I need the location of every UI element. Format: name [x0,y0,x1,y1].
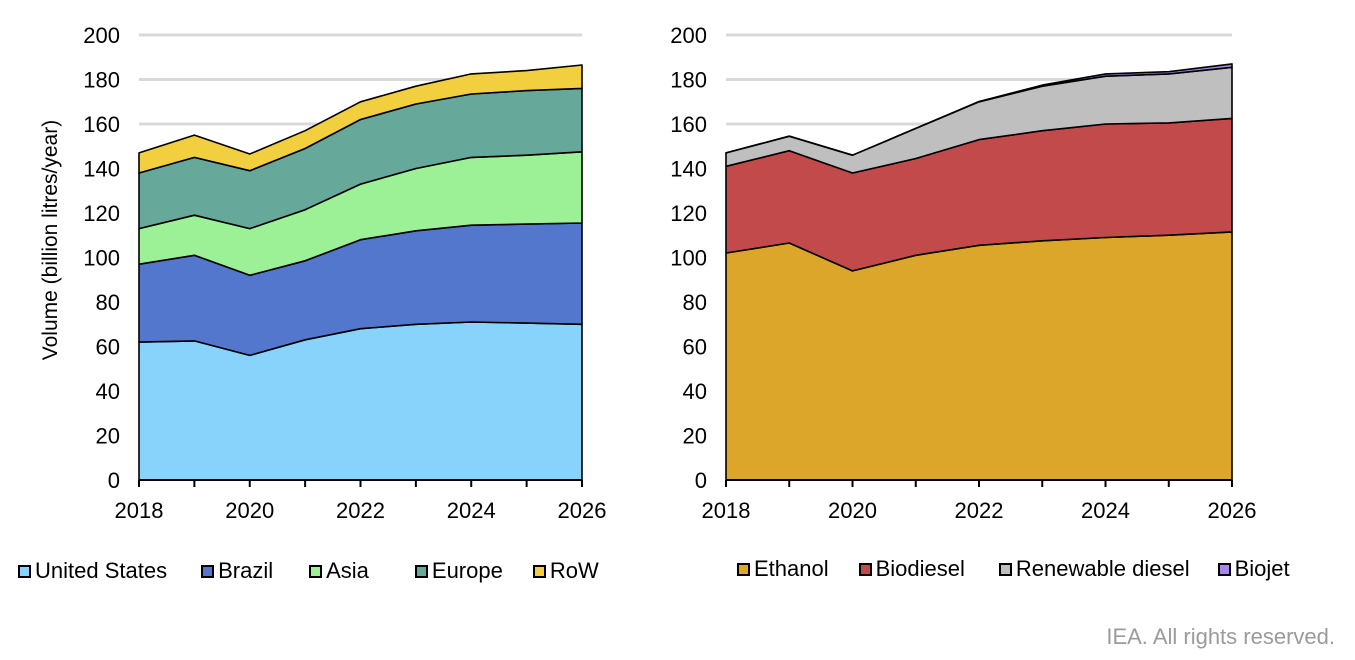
y-tick-label: 180 [83,68,120,93]
y-tick-label: 140 [83,157,120,182]
chart-by-fuel: 0 20 40 60 80 100 120 140 160 180 200 2018 2020 2022 2… [670,23,1256,523]
legend-label: United States [35,558,168,583]
legend-label: Biodiesel [875,556,965,581]
legend-item-united-states: United States [18,558,167,584]
legend-swatch [309,564,323,578]
legend-item-biojet: Biojet [1217,556,1290,582]
x-tick-label: 2018 [115,498,164,523]
legend-swatch [998,562,1012,576]
legend-swatch [1217,562,1231,576]
x-tick-label: 2026 [558,498,607,523]
chart-by-region: 0 20 40 60 80 100 120 140 160 180 200 2018 2020 2022 2… [39,23,606,523]
y-tick-label: 100 [670,246,707,271]
legend-swatch [858,562,872,576]
y-tick-label: 60 [96,335,120,360]
y-tick-label: 0 [695,468,707,493]
y-tick-label: 180 [670,68,707,93]
legend-label: Biojet [1234,556,1290,581]
y-tick-label: 200 [670,23,707,48]
y-tick-label: 20 [96,424,120,449]
area-row [138,64,583,174]
legend-item-row: RoW [532,558,599,584]
legend-swatch [414,564,428,578]
legend-swatch [737,562,750,576]
area-biojet [725,63,1233,156]
y-tick-label: 20 [683,424,707,449]
legend-label: Brazil [218,558,274,583]
x-tick-label: 2022 [955,498,1004,523]
y-tick-label: 60 [683,335,707,360]
y-tick-label: 160 [83,112,120,137]
x-tick-label: 2018 [702,498,751,523]
y-tick-label: 120 [83,201,120,226]
legend-label: Ethanol [754,556,829,581]
y-tick-label: 80 [96,290,120,315]
y-tick-label: 40 [96,379,120,404]
y-tick-label: 40 [683,379,707,404]
y-tick-label: 100 [83,246,120,271]
area-ethanol [725,231,1233,481]
legend-label: Asia [326,558,369,583]
legend-item-biodiesel: Biodiesel [858,556,965,582]
y-tick-label: 120 [670,201,707,226]
legend-label: RoW [549,558,599,583]
y-tick-label: 80 [683,290,707,315]
legend-by-fuel: Ethanol Biodiesel Renewable diesel Biojet [737,556,1290,582]
y-tick-label: 0 [108,468,120,493]
y-axis-label: Volume (billion litres/year) [39,120,62,360]
legend-item-europe: Europe [414,558,503,584]
legend-swatch [201,564,215,578]
x-tick-label: 2020 [828,498,877,523]
legend-label: Europe [431,558,503,583]
area-united-states [138,321,583,481]
x-tick-label: 2020 [225,498,274,523]
y-tick-label: 200 [83,23,120,48]
x-tick-label: 2026 [1208,498,1257,523]
legend-swatch [532,564,546,578]
x-tick-label: 2022 [336,498,385,523]
legend-item-renewable-diesel: Renewable diesel [998,556,1190,582]
y-tick-label: 160 [670,112,707,137]
x-tick-label: 2024 [447,498,496,523]
legend-label: Renewable diesel [1015,556,1190,581]
legend-item-ethanol: Ethanol [737,556,829,582]
x-tick-label: 2024 [1081,498,1130,523]
legend-item-asia: Asia [309,558,369,584]
legend-item-brazil: Brazil [201,558,273,584]
y-tick-label: 140 [670,157,707,182]
legend-by-region: United States Brazil Asia Europe RoW [18,558,599,584]
credit-text: IEA. All rights reserved. [1106,624,1335,649]
legend-swatch [18,564,31,578]
